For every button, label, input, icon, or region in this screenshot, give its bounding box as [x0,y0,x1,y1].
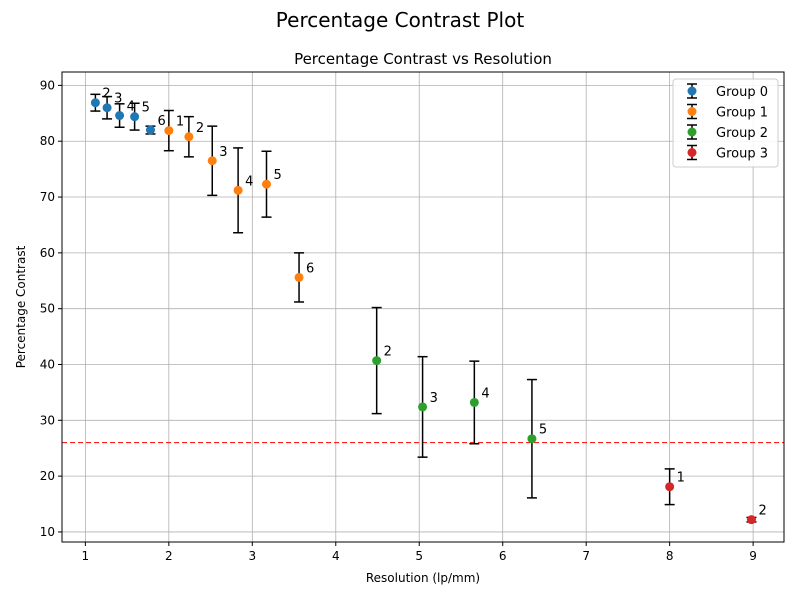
data-point-group-2 [527,434,537,444]
y-tick-label: 80 [40,134,55,148]
point-label: 6 [157,114,165,129]
legend-marker [687,86,697,96]
legend-label: Group 0 [716,85,768,100]
figure-title: Percentage Contrast Plot [276,8,525,32]
data-point-group-0 [145,125,155,135]
x-tick-label: 3 [248,549,256,563]
legend-marker [687,148,697,157]
x-tick-label: 5 [415,549,423,563]
legend-label: Group 3 [716,147,768,162]
point-label: 1 [176,115,184,130]
x-tick-label: 2 [165,549,173,563]
legend: Group 0 Group 1 Group 2 Group 3 [672,78,779,168]
data-point-group-1 [294,272,304,282]
data-point-group-3 [665,482,675,492]
y-axis-ticks: 10 20 30 40 50 60 70 80 90 [40,78,62,539]
y-tick-label: 30 [40,413,55,427]
x-tick-label: 4 [332,549,340,563]
point-label: 2 [102,87,110,102]
data-point-group-2 [469,397,479,407]
data-point-group-2 [418,402,428,412]
data-point-group-2 [372,356,382,366]
error-bars [90,93,757,523]
data-point-group-3 [746,515,756,525]
chart-title: Percentage Contrast vs Resolution [294,50,552,68]
y-axis-label: Percentage Contrast [14,245,28,368]
point-label: 5 [273,168,281,183]
y-tick-label: 50 [40,302,55,316]
y-tick-label: 90 [40,78,55,92]
x-axis-label: Resolution (lp/mm) [366,571,480,585]
point-label: 5 [539,423,547,438]
x-tick-label: 6 [499,549,507,563]
point-label: 4 [481,386,489,401]
data-point-group-1 [164,126,174,136]
x-tick-label: 8 [666,549,674,563]
point-label: 2 [384,345,392,360]
data-point-group-1 [261,179,271,189]
point-label: 4 [245,174,253,189]
point-label: 6 [306,261,314,276]
data-point-group-1 [184,132,194,142]
point-label: 3 [114,92,122,107]
y-tick-label: 40 [40,357,55,371]
point-label: 4 [127,100,135,115]
legend-marker [687,107,697,116]
data-point-group-1 [207,156,217,166]
y-tick-label: 70 [40,190,55,204]
plot-area [61,71,785,543]
legend-marker [687,127,697,137]
data-point-group-0 [130,112,140,122]
legend-label: Group 1 [716,106,768,121]
point-label: 5 [142,101,150,116]
x-axis-ticks: 1 2 3 4 5 6 7 8 9 [82,542,757,563]
y-tick-label: 20 [40,469,55,483]
data-points [90,98,756,525]
data-point-group-1 [233,185,243,195]
x-tick-label: 1 [82,549,90,563]
point-label: 2 [196,121,204,136]
y-tick-label: 60 [40,246,55,260]
data-point-group-0 [115,111,125,121]
legend-box [672,78,779,168]
point-label: 3 [430,391,438,406]
point-label: 1 [677,471,685,486]
data-point-group-0 [90,98,100,108]
point-label: 3 [219,145,227,160]
x-tick-label: 9 [749,549,757,563]
legend-label: Group 2 [716,126,768,141]
data-point-group-0 [102,103,112,113]
x-tick-label: 7 [582,549,590,563]
point-label: 2 [758,504,766,519]
y-tick-label: 10 [40,525,55,539]
